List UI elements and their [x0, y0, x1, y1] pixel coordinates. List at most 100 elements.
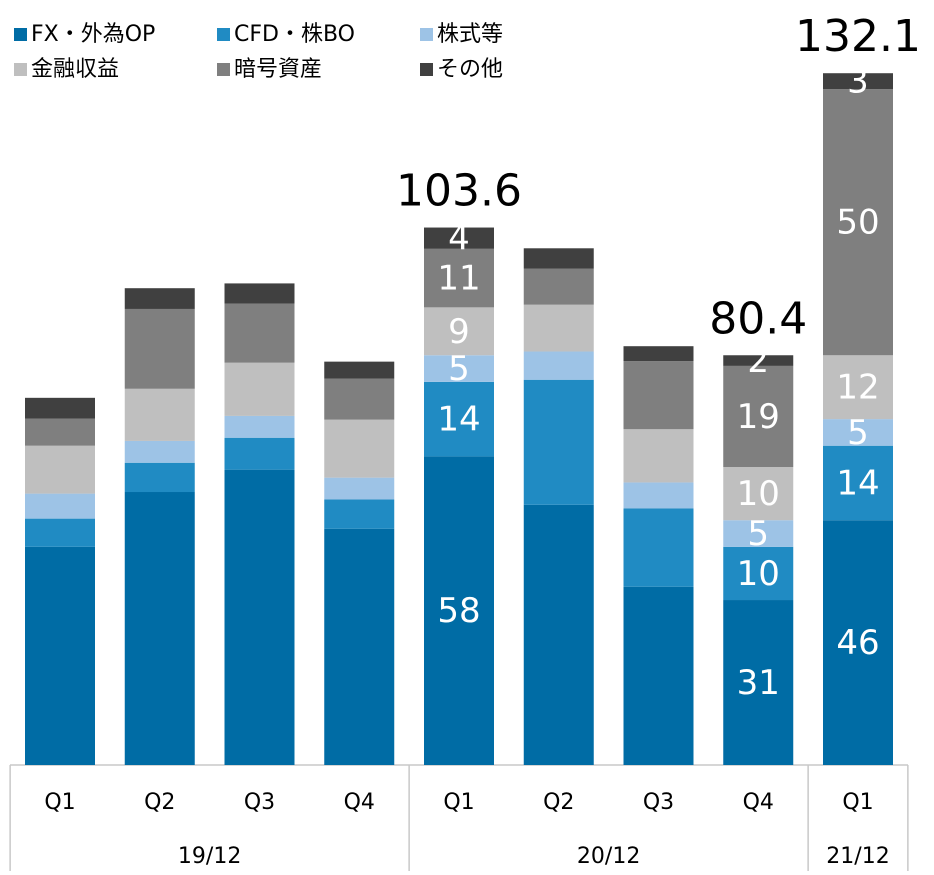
bar-segment: [723, 355, 794, 366]
legend-label: 株式等: [437, 22, 503, 47]
legend-label: CFD・株BO: [234, 22, 355, 47]
bar-segment: [124, 388, 195, 441]
total-label: 103.6: [396, 166, 522, 217]
legend-swatch: [420, 28, 433, 41]
bar-segment: [623, 586, 694, 765]
total-label: 132.1: [795, 11, 921, 62]
bar-segment: [124, 492, 195, 765]
bar-segment: [523, 504, 594, 765]
x-tick-label: Q3: [643, 790, 674, 815]
bar-segment: [523, 248, 594, 269]
bar-segment: [224, 415, 295, 438]
bar-segment: [723, 467, 794, 521]
legend-label: FX・外為OP: [31, 22, 155, 47]
bar-segment: [823, 89, 893, 356]
data-label: 19: [737, 397, 780, 437]
bar-segment: [124, 462, 195, 493]
bar-segment: [623, 346, 694, 362]
bar-segment: [523, 351, 594, 380]
group-label: 20/12: [577, 844, 640, 869]
x-tick-label: Q4: [344, 790, 375, 815]
data-label: 5: [747, 514, 769, 554]
bar-segment: [324, 477, 395, 500]
data-label: 58: [437, 591, 480, 631]
data-label: 50: [836, 203, 879, 243]
bar-segment: [224, 469, 295, 765]
legend-swatch: [14, 63, 27, 76]
bar-segment: [823, 445, 893, 521]
bar-segment: [723, 365, 794, 467]
bar-segment: [324, 378, 395, 420]
data-label: 31: [737, 663, 780, 703]
group-label: 21/12: [826, 844, 889, 869]
data-label: 14: [437, 400, 480, 440]
bar-segment: [424, 227, 494, 249]
group-label: 19/12: [178, 844, 241, 869]
bar-segment: [623, 361, 694, 430]
data-label: 5: [448, 349, 470, 389]
bar-segment: [224, 437, 295, 470]
data-label: 46: [836, 623, 879, 663]
bar-segment: [224, 362, 295, 416]
bar-segment: [224, 283, 295, 304]
data-label: 10: [737, 474, 780, 514]
bar-segment: [623, 482, 694, 509]
legend-label: 暗号資産: [234, 57, 322, 82]
legend-swatch: [217, 63, 230, 76]
bar-segment: [324, 419, 395, 478]
data-label: 9: [448, 312, 470, 352]
x-tick-label: Q3: [244, 790, 275, 815]
data-label: 3: [847, 62, 869, 102]
bar-segment: [324, 499, 395, 529]
bar-segment: [823, 419, 893, 446]
x-tick-label: Q1: [44, 790, 75, 815]
bar-segment: [723, 520, 794, 547]
bar-segment: [424, 307, 494, 356]
bar-segment: [25, 493, 95, 519]
data-label: 10: [737, 554, 780, 594]
data-label: 12: [836, 368, 879, 408]
bar-segment: [823, 520, 893, 765]
x-tick-label: Q1: [842, 790, 873, 815]
x-tick-label: Q4: [743, 790, 774, 815]
legend-label: その他: [437, 57, 503, 82]
bar-segment: [25, 418, 95, 446]
bar-segment: [723, 600, 794, 765]
bar-segment: [25, 397, 95, 419]
data-label: 11: [437, 259, 480, 299]
data-label: 14: [836, 463, 879, 503]
bar-segment: [723, 546, 794, 601]
bar-segment: [623, 429, 694, 483]
bar-segment: [124, 288, 195, 309]
bar-segment: [124, 308, 195, 389]
x-tick-label: Q2: [543, 790, 574, 815]
bar-segment: [324, 361, 395, 379]
bar-segment: [523, 379, 594, 505]
bar-segment: [823, 355, 893, 420]
legend-label: 金融収益: [31, 57, 119, 82]
bar-segment: [424, 456, 494, 765]
bar-segment: [523, 268, 594, 305]
bar-segment: [25, 518, 95, 547]
bar-segment: [823, 73, 893, 90]
bar-segment: [224, 303, 295, 363]
legend-swatch: [217, 28, 230, 41]
bar-segment: [124, 440, 195, 463]
legend-swatch: [420, 63, 433, 76]
bar-segment: [424, 381, 494, 457]
bar-segment: [25, 445, 95, 494]
x-tick-label: Q1: [443, 790, 474, 815]
data-label: 5: [847, 413, 869, 453]
bar-segment: [324, 528, 395, 765]
bar-segment: [623, 508, 694, 587]
bar-segment: [424, 248, 494, 308]
bar-segment: [25, 546, 95, 765]
bar-segment: [523, 304, 594, 352]
data-label: 2: [747, 341, 769, 381]
x-tick-label: Q2: [144, 790, 175, 815]
total-label: 80.4: [709, 293, 807, 344]
bar-segment: [424, 355, 494, 382]
data-label: 4: [448, 219, 470, 259]
